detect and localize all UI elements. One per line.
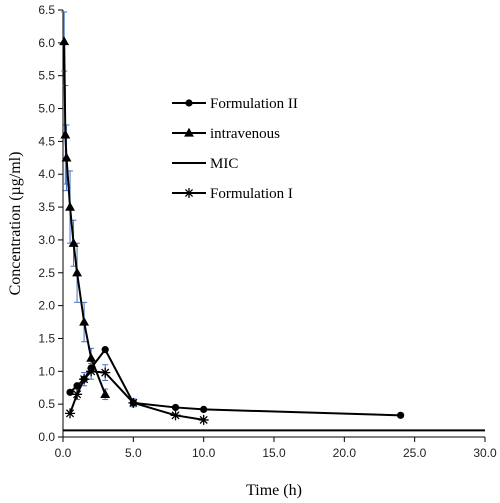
intravenous-point <box>86 352 97 362</box>
x-tick-label: 20.0 <box>333 446 357 460</box>
y-tick-label: 0.0 <box>38 430 55 444</box>
intravenous-point <box>65 201 75 211</box>
formulation-ii-point <box>73 382 81 390</box>
intravenous-point <box>60 129 71 139</box>
y-tick-label: 1.5 <box>38 331 55 345</box>
formulation-i-point <box>65 408 76 419</box>
y-tick-label: 2.5 <box>38 266 55 280</box>
formulation-i-point <box>72 389 83 400</box>
x-tick-label: 25.0 <box>403 446 427 460</box>
formulation-ii-point <box>101 346 109 354</box>
formulation-i-point <box>79 374 90 385</box>
x-tick-label: 0.0 <box>55 446 72 460</box>
legend: Formulation II intravenous MIC Formulation … <box>172 96 298 202</box>
intravenous-point <box>59 36 70 46</box>
intravenous-point <box>79 316 90 326</box>
legend-marker-formulation-i <box>184 188 194 198</box>
x-tick-label: 5.0 <box>125 446 142 460</box>
y-tick-label: 5.0 <box>38 102 55 116</box>
legend-marker-formulation-ii <box>185 99 193 107</box>
legend-marker-intravenous <box>184 127 194 137</box>
legend-label-intravenous: intravenous <box>210 126 280 142</box>
legend-label-mic: MIC <box>210 156 238 172</box>
formulation-i-point <box>100 367 111 378</box>
intravenous-point <box>61 152 72 162</box>
x-tick-label: 10.0 <box>192 446 216 460</box>
legend-label-formulation-i: Formulation I <box>210 186 293 202</box>
formulation-ii-point <box>200 405 208 414</box>
y-tick-label: 4.5 <box>38 134 55 148</box>
y-tick-label: 3.5 <box>38 200 55 214</box>
formulation-ii-point <box>171 403 180 412</box>
x-tick-label: 30.0 <box>473 446 497 460</box>
y-tick-label: 6.0 <box>38 36 55 50</box>
y-tick-label: 0.5 <box>38 397 55 411</box>
formulation-ii-point <box>397 411 405 419</box>
y-axis-title: Concentration (µg/ml) <box>7 152 24 296</box>
intravenous-point <box>72 267 83 277</box>
y-tick-label: 3.0 <box>38 233 55 247</box>
formulation-i-point <box>170 410 181 421</box>
formulation-ii-point <box>66 388 74 396</box>
axes <box>62 10 485 438</box>
y-tick-label: 5.5 <box>38 69 55 83</box>
y-tick-label: 2.0 <box>38 299 55 313</box>
formulation-i-line <box>69 370 204 421</box>
y-tick-label: 4.0 <box>38 167 55 181</box>
formulation-i-point <box>128 397 139 408</box>
intravenous-point <box>100 389 111 398</box>
formulation-i-point <box>198 414 209 425</box>
data-markers <box>59 36 405 425</box>
formulation-i-point <box>86 366 97 377</box>
intravenous-point <box>68 238 79 247</box>
formulation-ii-line <box>69 348 401 417</box>
x-tick-label: 15.0 <box>262 446 286 460</box>
y-tick-label: 6.5 <box>38 3 55 17</box>
axis-ticks: 0.0 5.0 10.0 15.0 20.0 25.0 30.0 0.0 0.5 1.0 1.5 2.… <box>38 3 497 460</box>
x-axis-title: Time (h) <box>246 482 302 499</box>
y-tick-label: 1.0 <box>38 364 55 378</box>
legend-label-formulation-ii: Formulation II <box>210 96 298 112</box>
